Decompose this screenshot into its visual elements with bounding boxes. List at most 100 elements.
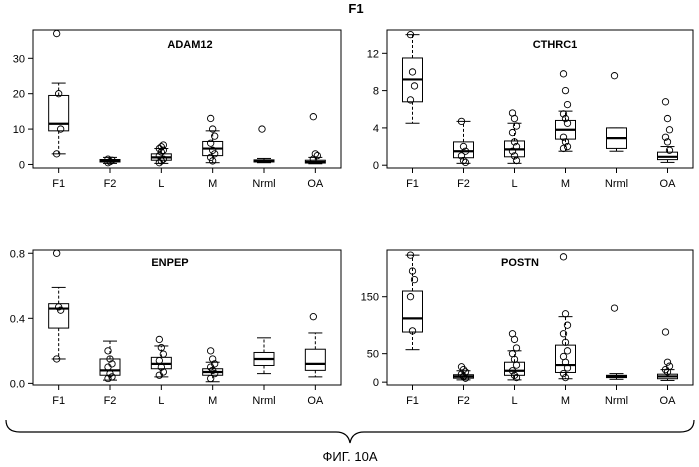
x-tick-label: Nrml xyxy=(605,178,628,190)
box-oa xyxy=(658,329,678,381)
data-point xyxy=(664,115,670,121)
panel-title: ADAM12 xyxy=(167,39,212,51)
chart-panel-cthrc1: CTHRC104812F1F2LMNrmlOA xyxy=(367,30,693,190)
y-tick-label: 0.0 xyxy=(10,378,25,390)
chart-panel-adam12: ADAM12 0 10 20 30 F1 F2 L M Nrml OA xyxy=(13,30,341,190)
box-f2 xyxy=(100,341,120,382)
box-f2 xyxy=(100,156,120,166)
box-f1 xyxy=(49,30,69,157)
data-point xyxy=(562,311,568,317)
x-tick-label: F1 xyxy=(406,178,419,190)
box-nrml xyxy=(254,126,274,163)
box-nrml xyxy=(607,305,627,379)
box-m xyxy=(203,115,223,164)
y-tick-label: 0.4 xyxy=(10,313,25,325)
y-tick-label: 0 xyxy=(373,160,379,172)
data-point xyxy=(564,101,570,107)
y-tick-label: 0 xyxy=(19,159,25,171)
box-f1 xyxy=(403,252,423,350)
box-f1 xyxy=(403,31,423,123)
x-tick-label: M xyxy=(561,178,570,190)
data-point xyxy=(509,129,515,135)
data-point xyxy=(310,313,316,319)
y-tick-label: 4 xyxy=(373,123,379,135)
x-tick-label: F1 xyxy=(406,395,419,407)
data-point xyxy=(156,336,162,342)
data-point xyxy=(662,329,668,335)
box-m xyxy=(556,254,576,381)
x-tick-label: F1 xyxy=(52,178,65,190)
y-tick-label: 150 xyxy=(361,292,379,304)
data-point xyxy=(560,254,566,260)
x-tick-label: M xyxy=(208,395,217,407)
x-tick-label: F2 xyxy=(457,178,470,190)
x-tick-label: Nrml xyxy=(252,178,275,190)
chart-panel-postn: POSTN050150F1F2LMNrmlOA xyxy=(361,250,693,407)
data-point xyxy=(662,99,668,105)
x-tick-label: M xyxy=(208,178,217,190)
box-nrml xyxy=(254,338,274,374)
x-tick-label: M xyxy=(561,395,570,407)
y-tick-label: 0.8 xyxy=(10,248,25,260)
data-point xyxy=(207,375,213,381)
plot-frame xyxy=(33,250,341,385)
data-point xyxy=(53,250,59,256)
data-point xyxy=(207,348,213,354)
x-tick-label: F1 xyxy=(52,395,65,407)
box-nrml xyxy=(607,72,627,151)
data-point xyxy=(513,345,519,351)
box-oa xyxy=(658,99,678,163)
data-point xyxy=(462,159,468,165)
iqr-box xyxy=(403,291,423,332)
figure-caption: ФИГ. 10А xyxy=(322,449,377,464)
x-tick-label: L xyxy=(511,395,517,407)
x-tick-label: F2 xyxy=(104,395,117,407)
data-point xyxy=(666,127,672,133)
panel-title: POSTN xyxy=(501,257,539,269)
data-point xyxy=(511,115,517,121)
x-tick-label: OA xyxy=(307,178,324,190)
data-point xyxy=(611,72,617,78)
box-l xyxy=(505,331,525,381)
data-point xyxy=(564,322,570,328)
x-tick-label: Nrml xyxy=(252,395,275,407)
iqr-box xyxy=(49,95,69,130)
box-oa xyxy=(305,113,325,163)
box-l xyxy=(151,142,171,166)
x-tick-label: L xyxy=(158,178,164,190)
x-tick-label: OA xyxy=(307,395,324,407)
y-tick-label: 10 xyxy=(13,124,25,136)
figure-title: F1 xyxy=(348,1,363,16)
box-f1 xyxy=(49,250,69,362)
bracket-brace xyxy=(6,420,694,443)
data-point xyxy=(560,71,566,77)
box-m xyxy=(556,71,576,152)
box-l xyxy=(505,110,525,164)
x-tick-label: L xyxy=(158,395,164,407)
data-point xyxy=(511,336,517,342)
x-tick-label: OA xyxy=(660,395,677,407)
x-tick-label: OA xyxy=(660,178,677,190)
data-point xyxy=(259,126,265,132)
chart-panel-enpep: ENPEP 0.0 0.4 0.8 F1 F2 L M Nrml OA xyxy=(10,248,341,407)
data-point xyxy=(105,348,111,354)
data-point xyxy=(560,145,566,151)
chart-panels: ADAM120102030F1F2LMNrmlOACTHRC104812F1F2… xyxy=(10,30,693,407)
box-f2 xyxy=(454,118,474,165)
data-point xyxy=(513,123,519,129)
box-m xyxy=(203,348,223,382)
panel-title: ENPEP xyxy=(151,257,188,269)
data-point xyxy=(160,351,166,357)
data-point xyxy=(310,113,316,119)
y-tick-label: 50 xyxy=(367,349,379,361)
data-point xyxy=(207,115,213,121)
y-tick-label: 0 xyxy=(373,377,379,389)
box-f2 xyxy=(454,364,474,382)
y-tick-label: 30 xyxy=(13,53,25,65)
y-tick-label: 20 xyxy=(13,89,25,101)
data-point xyxy=(664,359,670,365)
box-oa xyxy=(305,313,325,376)
plot-frame xyxy=(387,250,693,385)
x-tick-label: F2 xyxy=(104,178,117,190)
